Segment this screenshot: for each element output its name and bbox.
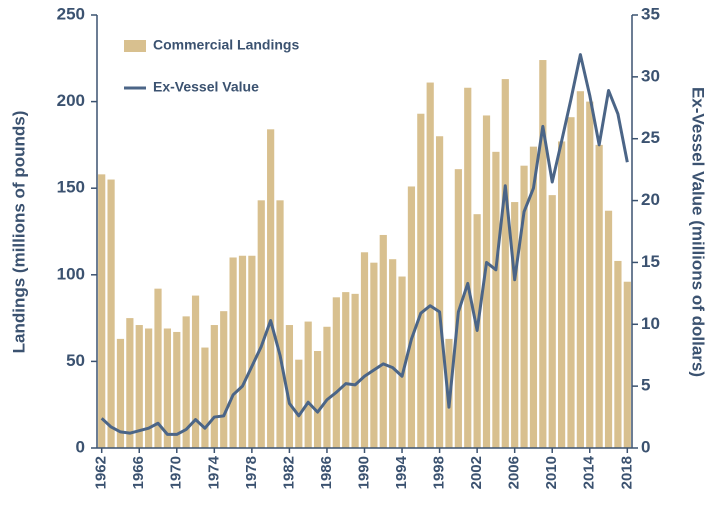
bar (332, 297, 340, 448)
bar (182, 316, 190, 448)
x-tick-label: 1974 (205, 455, 222, 489)
bar (257, 200, 265, 448)
bar (389, 259, 397, 448)
bar (595, 144, 603, 448)
bar (548, 195, 556, 448)
bar (98, 174, 106, 448)
bar (492, 151, 500, 448)
bar (304, 321, 312, 448)
bar (126, 318, 134, 448)
y2-tick-label: 35 (641, 4, 660, 23)
bar (191, 295, 200, 448)
bar (238, 255, 247, 448)
bar (539, 60, 547, 448)
y2-tick-label: 0 (641, 437, 650, 456)
x-tick-label: 1990 (355, 456, 372, 489)
bar (201, 347, 209, 448)
y2-tick-label: 15 (641, 252, 660, 271)
bar (163, 328, 171, 448)
x-tick-label: 2014 (581, 455, 598, 489)
x-tick-label: 1978 (243, 456, 260, 489)
x-tick-label: 1998 (431, 456, 448, 489)
bar (398, 276, 406, 448)
y2-tick-label: 20 (641, 190, 660, 209)
y-tick-label: 100 (57, 264, 85, 283)
bar (116, 338, 125, 448)
y-tick-label: 150 (57, 178, 85, 197)
bar (154, 288, 162, 448)
bar (295, 359, 303, 448)
x-tick-label: 2006 (506, 456, 523, 489)
bar (173, 331, 181, 448)
bar (435, 136, 444, 449)
bar (370, 262, 378, 448)
line (100, 53, 629, 436)
bar (360, 252, 369, 448)
x-tick-label: 1994 (393, 455, 410, 489)
x-tick-label: 1962 (93, 456, 110, 489)
bar (586, 101, 594, 448)
legend-label: Commercial Landings (153, 37, 299, 53)
bar (417, 113, 425, 448)
y2-tick-label: 25 (641, 128, 660, 147)
x-tick-label: 1966 (130, 456, 147, 489)
y-axis-title: Landings (millions of pounds) (9, 111, 28, 354)
y-tick-label: 250 (57, 4, 85, 23)
y-tick-label: 200 (57, 91, 85, 110)
bar (520, 165, 528, 448)
bar (558, 141, 566, 448)
x-tick-label: 1982 (280, 456, 297, 489)
bar (567, 117, 575, 449)
legend-swatch (124, 40, 146, 52)
bar (464, 87, 472, 448)
bar (482, 115, 491, 449)
x-tick-label: 2010 (543, 456, 560, 489)
bar (220, 311, 228, 448)
bar (276, 200, 284, 448)
bar (313, 351, 322, 448)
bar (342, 292, 350, 448)
bar (576, 91, 584, 448)
y-tick-label: 50 (66, 351, 85, 370)
bar (267, 129, 275, 448)
x-tick-label: 1970 (168, 456, 185, 489)
bar (511, 202, 519, 448)
bar (501, 79, 509, 449)
bar (604, 210, 613, 448)
bar (229, 257, 237, 448)
x-tick-label: 2018 (618, 456, 635, 489)
y2-tick-label: 30 (641, 66, 660, 85)
x-tick-label: 1986 (318, 456, 335, 489)
x-tick-label: 2002 (468, 456, 485, 489)
bar (285, 325, 294, 448)
bar (210, 325, 218, 448)
y2-tick-label: 5 (641, 376, 650, 395)
y-tick-label: 0 (76, 437, 85, 456)
y2-tick-label: 10 (641, 314, 660, 333)
bar (623, 281, 631, 448)
bar (426, 82, 434, 448)
bar (107, 179, 115, 449)
bar (407, 186, 416, 448)
bar (379, 234, 387, 448)
bar (614, 260, 622, 448)
bar (529, 146, 538, 448)
y2-axis-title: Ex-Vessel Value (millions of dollars) (689, 87, 708, 377)
bar (248, 255, 256, 448)
bar (323, 326, 331, 448)
legend-label: Ex-Vessel Value (153, 79, 259, 95)
bar (135, 325, 143, 448)
bar (351, 293, 359, 448)
bar (145, 328, 153, 448)
